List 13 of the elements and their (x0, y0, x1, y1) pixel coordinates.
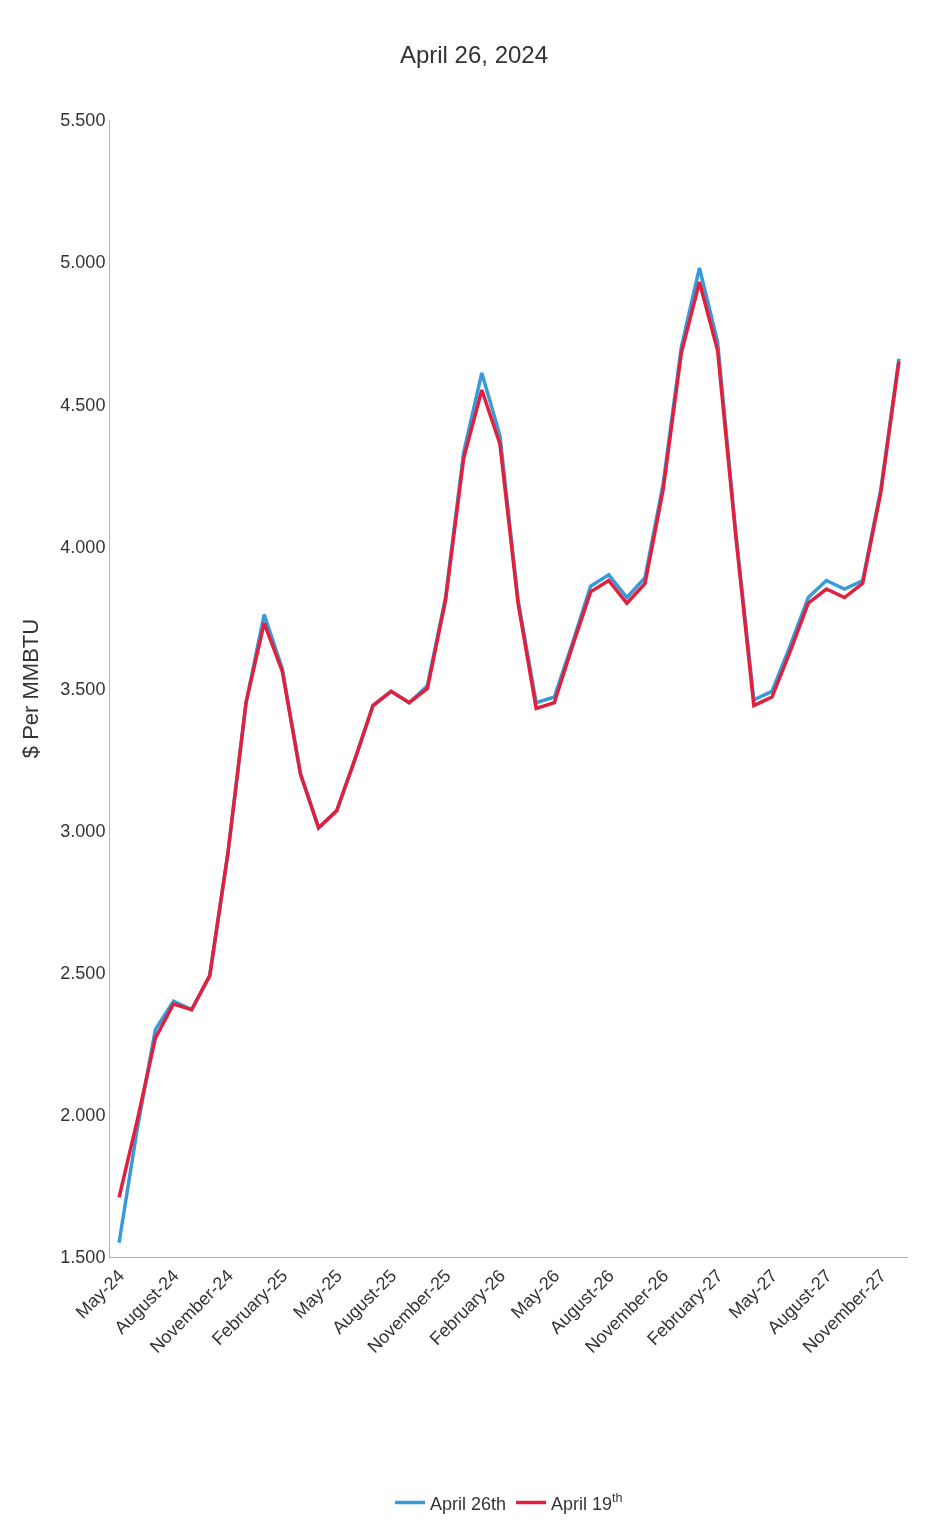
y-tick-label: 4.500 (60, 394, 106, 415)
y-tick-label: 4.000 (60, 536, 106, 557)
y-tick-label: 5.000 (60, 252, 106, 273)
y-tick-label: 2.000 (60, 1105, 106, 1126)
y-axis-title: $ Per MMBTU (18, 618, 44, 759)
chart-title: April 26, 2024 (399, 40, 549, 68)
y-tick-label: 3.500 (60, 678, 106, 699)
y-tick-label: 5.500 (60, 110, 106, 131)
legend-label: April 19$^{th}$ (551, 1491, 623, 1514)
legend-label: April 26th (430, 1493, 507, 1514)
y-tick-label: 1.500 (60, 1247, 106, 1268)
y-tick-label: 2.500 (60, 963, 106, 984)
y-tick-label: 3.000 (60, 820, 106, 841)
